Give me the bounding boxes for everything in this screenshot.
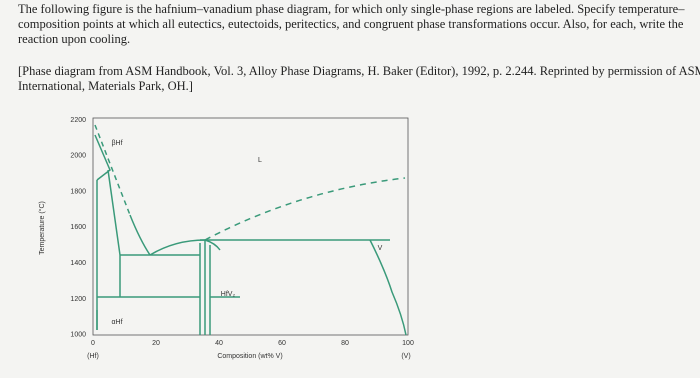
region-label: HfV₂ — [221, 291, 236, 298]
region-label: αHf — [111, 319, 122, 326]
y-tick-label: 1000 — [70, 332, 86, 339]
region-label: V — [378, 245, 383, 252]
y-tick-label: 2000 — [70, 153, 86, 160]
y-tick-label: 2200 — [70, 117, 86, 124]
y-tick-label: 1600 — [70, 224, 86, 231]
x-end-label: (V) — [401, 353, 410, 360]
citation-line: [Phase diagram from ASM Handbook, Vol. 3… — [18, 64, 700, 78]
x-tick-label: 60 — [278, 340, 286, 347]
x-tick-label: 100 — [402, 340, 414, 347]
x-axis-label: Composition (wt% V) — [217, 353, 282, 360]
x-tick-label: 80 — [341, 340, 349, 347]
y-tick-label: 1200 — [70, 296, 86, 303]
region-label: L — [258, 157, 262, 164]
problem-line: reaction upon cooling. — [18, 32, 131, 46]
plot-frame — [92, 117, 409, 336]
x-tick-label: 20 — [152, 340, 160, 347]
x-end-label: (Hf) — [87, 353, 99, 360]
problem-line: composition points at which all eutectic… — [18, 17, 684, 31]
problem-line: The following figure is the hafnium–vana… — [18, 2, 685, 16]
citation-line: International, Materials Park, OH.] — [18, 79, 193, 93]
y-tick-label: 1400 — [70, 260, 86, 267]
phase-lines — [94, 124, 407, 336]
x-tick-label: 0 — [91, 340, 95, 347]
y-tick-label: 1800 — [70, 188, 86, 195]
region-label: βHf — [111, 140, 122, 147]
y-axis-label: Temperature (°C) — [38, 201, 46, 255]
x-tick-label: 40 — [215, 340, 223, 347]
